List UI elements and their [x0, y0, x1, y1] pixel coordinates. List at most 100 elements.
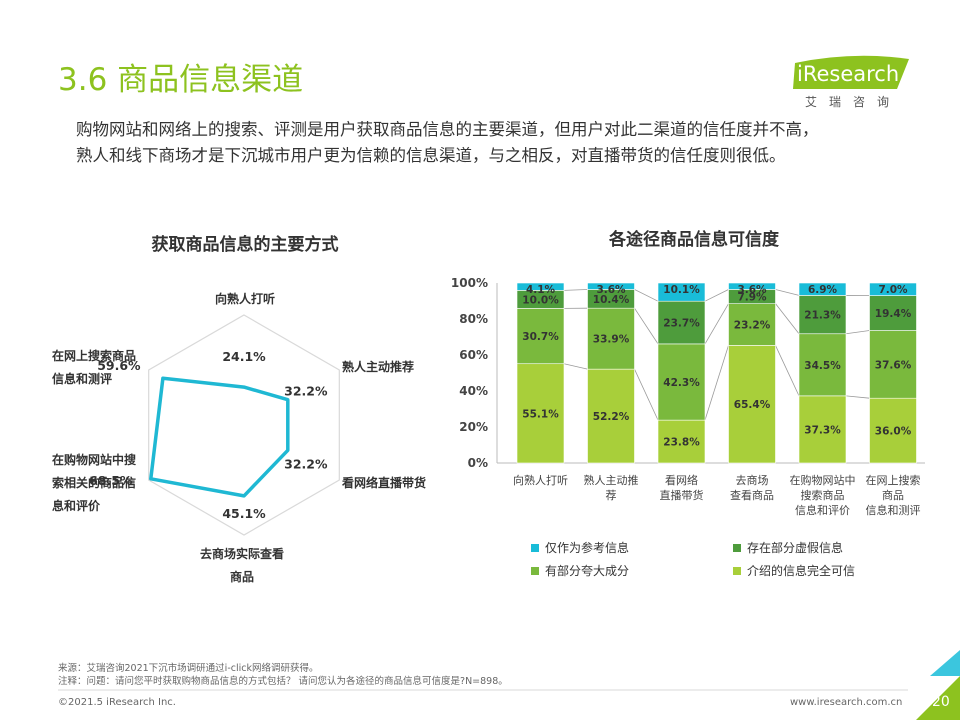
bar-value-label: 23.7% [663, 318, 700, 330]
bar-segment [869, 330, 917, 399]
bar-segment [587, 282, 635, 290]
radar-grid [148, 314, 340, 536]
bar-value-label: 4.1% [526, 284, 556, 296]
series-connector [704, 345, 729, 421]
bar-value-label: 33.9% [593, 334, 630, 346]
radar-value-label: 68.5% [89, 473, 133, 488]
series-connector [775, 345, 800, 397]
description-line-1: 购物网站和网络上的搜索、评测是用户获取商品信息的主要渠道，但用户对此二渠道的信任… [76, 120, 819, 139]
bar-segment [728, 282, 776, 290]
bar-segment [728, 303, 776, 346]
legend-swatch [531, 567, 539, 575]
bar-segment [798, 395, 847, 464]
bar-value-label: 10.1% [663, 284, 700, 296]
y-tick-label: 60% [459, 348, 488, 362]
bar-value-label: 10.4% [593, 294, 630, 306]
bar-segment [657, 343, 706, 421]
legend-swatch [733, 567, 741, 575]
series-connector [845, 395, 870, 399]
bar-segment [869, 295, 917, 331]
bar-value-label: 3.6% [596, 284, 626, 296]
bar-value-label: 52.2% [593, 411, 630, 423]
bar-segment [657, 300, 706, 345]
x-category-label: 看网络直播带货 [660, 473, 704, 502]
x-category-label: 在网上搜索商品信息和测评 [866, 473, 921, 517]
bar-segment [587, 307, 635, 370]
bar-value-label: 7.9% [737, 292, 767, 304]
bar-value-label: 36.0% [875, 426, 912, 438]
y-tick-label: 40% [459, 384, 488, 398]
bar-value-label: 65.4% [734, 399, 771, 411]
series-connector [704, 303, 729, 345]
radar-value-label: 32.2% [284, 384, 328, 399]
bar-value-label: 30.7% [522, 331, 559, 343]
source-note: 来源：艾瑞咨询2021下沉市场调研通过i-click网络调研获得。 [58, 663, 319, 674]
bar-segment [798, 333, 847, 397]
radar-axis-label: 在购物网站中搜索相关的商品信息和评价 [52, 452, 137, 513]
legend-swatch [531, 544, 539, 552]
radar-axis-label: 去商场实际查看商品 [200, 546, 284, 584]
bar-segment [798, 282, 847, 296]
legend-swatch [733, 544, 741, 552]
bar-value-label: 3.6% [737, 284, 767, 296]
bar-value-label: 42.3% [663, 377, 700, 389]
x-category-label: 熟人主动推荐 [584, 473, 639, 502]
series-connector [563, 363, 588, 370]
bar-value-label: 7.0% [878, 284, 908, 296]
bar-value-label: 23.8% [663, 437, 700, 449]
y-tick-label: 20% [459, 420, 488, 434]
bar-value-label: 21.3% [804, 310, 841, 322]
bar-segment [798, 295, 847, 335]
bar-segment [869, 397, 917, 464]
radar-title: 获取商品信息的主要方式 [152, 234, 339, 255]
bar-segment [657, 282, 706, 302]
series-connector [775, 289, 800, 296]
series-connector [775, 303, 800, 335]
bar-value-label: 34.5% [804, 360, 841, 372]
copyright: ©2021.5 iResearch Inc. [58, 697, 176, 708]
radar-series-line [149, 376, 290, 498]
website-link[interactable]: www.iresearch.com.cn [790, 697, 903, 708]
logo-word: iResearch [797, 62, 900, 86]
bar-segment [657, 419, 706, 464]
radar-axis-label: 熟人主动推荐 [342, 359, 414, 374]
bar-value-label: 23.2% [734, 320, 771, 332]
bar-segment [869, 282, 917, 296]
radar-axis-label: 向熟人打听 [215, 291, 275, 306]
legend-label: 存在部分虚假信息 [747, 540, 843, 555]
bar-segment [516, 308, 565, 365]
bar-value-label: 37.3% [804, 424, 841, 436]
series-connector [634, 307, 659, 345]
page-number: 20 [932, 694, 950, 710]
bar-value-label: 6.9% [808, 284, 838, 296]
bar-value-label: 19.4% [875, 308, 912, 320]
bar-segment [587, 368, 635, 464]
y-tick-label: 80% [459, 312, 488, 326]
x-category-label: 向熟人打听 [513, 473, 568, 487]
bar-segment [516, 363, 565, 464]
page-title: 3.6 商品信息渠道 [58, 62, 304, 98]
bar-segment [516, 282, 565, 291]
legend-label: 有部分夸大成分 [545, 563, 629, 578]
bar-chart-title: 各途径商品信息可信度 [608, 229, 780, 250]
series-connector [634, 289, 659, 302]
radar-axis-label: 在网上搜索商品信息和测评 [52, 348, 136, 386]
bar-value-label: 55.1% [522, 408, 559, 420]
series-connector [704, 289, 729, 302]
legend-label: 仅作为参考信息 [545, 540, 629, 555]
description: 购物网站和网络上的搜索、评测是用户获取商品信息的主要渠道，但用户对此二渠道的信任… [76, 117, 926, 169]
description-line-2: 熟人和线下商场才是下沉城市用户更为信赖的信息渠道，与之相反，对直播带货的信任度则… [76, 146, 786, 165]
y-tick-label: 0% [468, 456, 488, 470]
series-connector [845, 330, 870, 335]
radar-value-label: 32.2% [284, 456, 328, 471]
radar-value-label: 45.1% [222, 506, 266, 521]
radar-value-label: 24.1% [222, 349, 266, 364]
x-category-label: 去商场查看商品 [730, 473, 774, 502]
series-connector [634, 368, 659, 421]
footnotes: 来源：艾瑞咨询2021下沉市场调研通过i-click网络调研获得。 注释：问题：… [58, 662, 508, 688]
radar-axis-label: 看网络直播带货 [342, 475, 426, 490]
bar-value-label: 10.0% [522, 294, 559, 306]
legend-label: 介绍的信息完全可信 [747, 563, 855, 578]
x-category-label: 在购物网站中搜索商品信息和评价 [790, 473, 856, 517]
